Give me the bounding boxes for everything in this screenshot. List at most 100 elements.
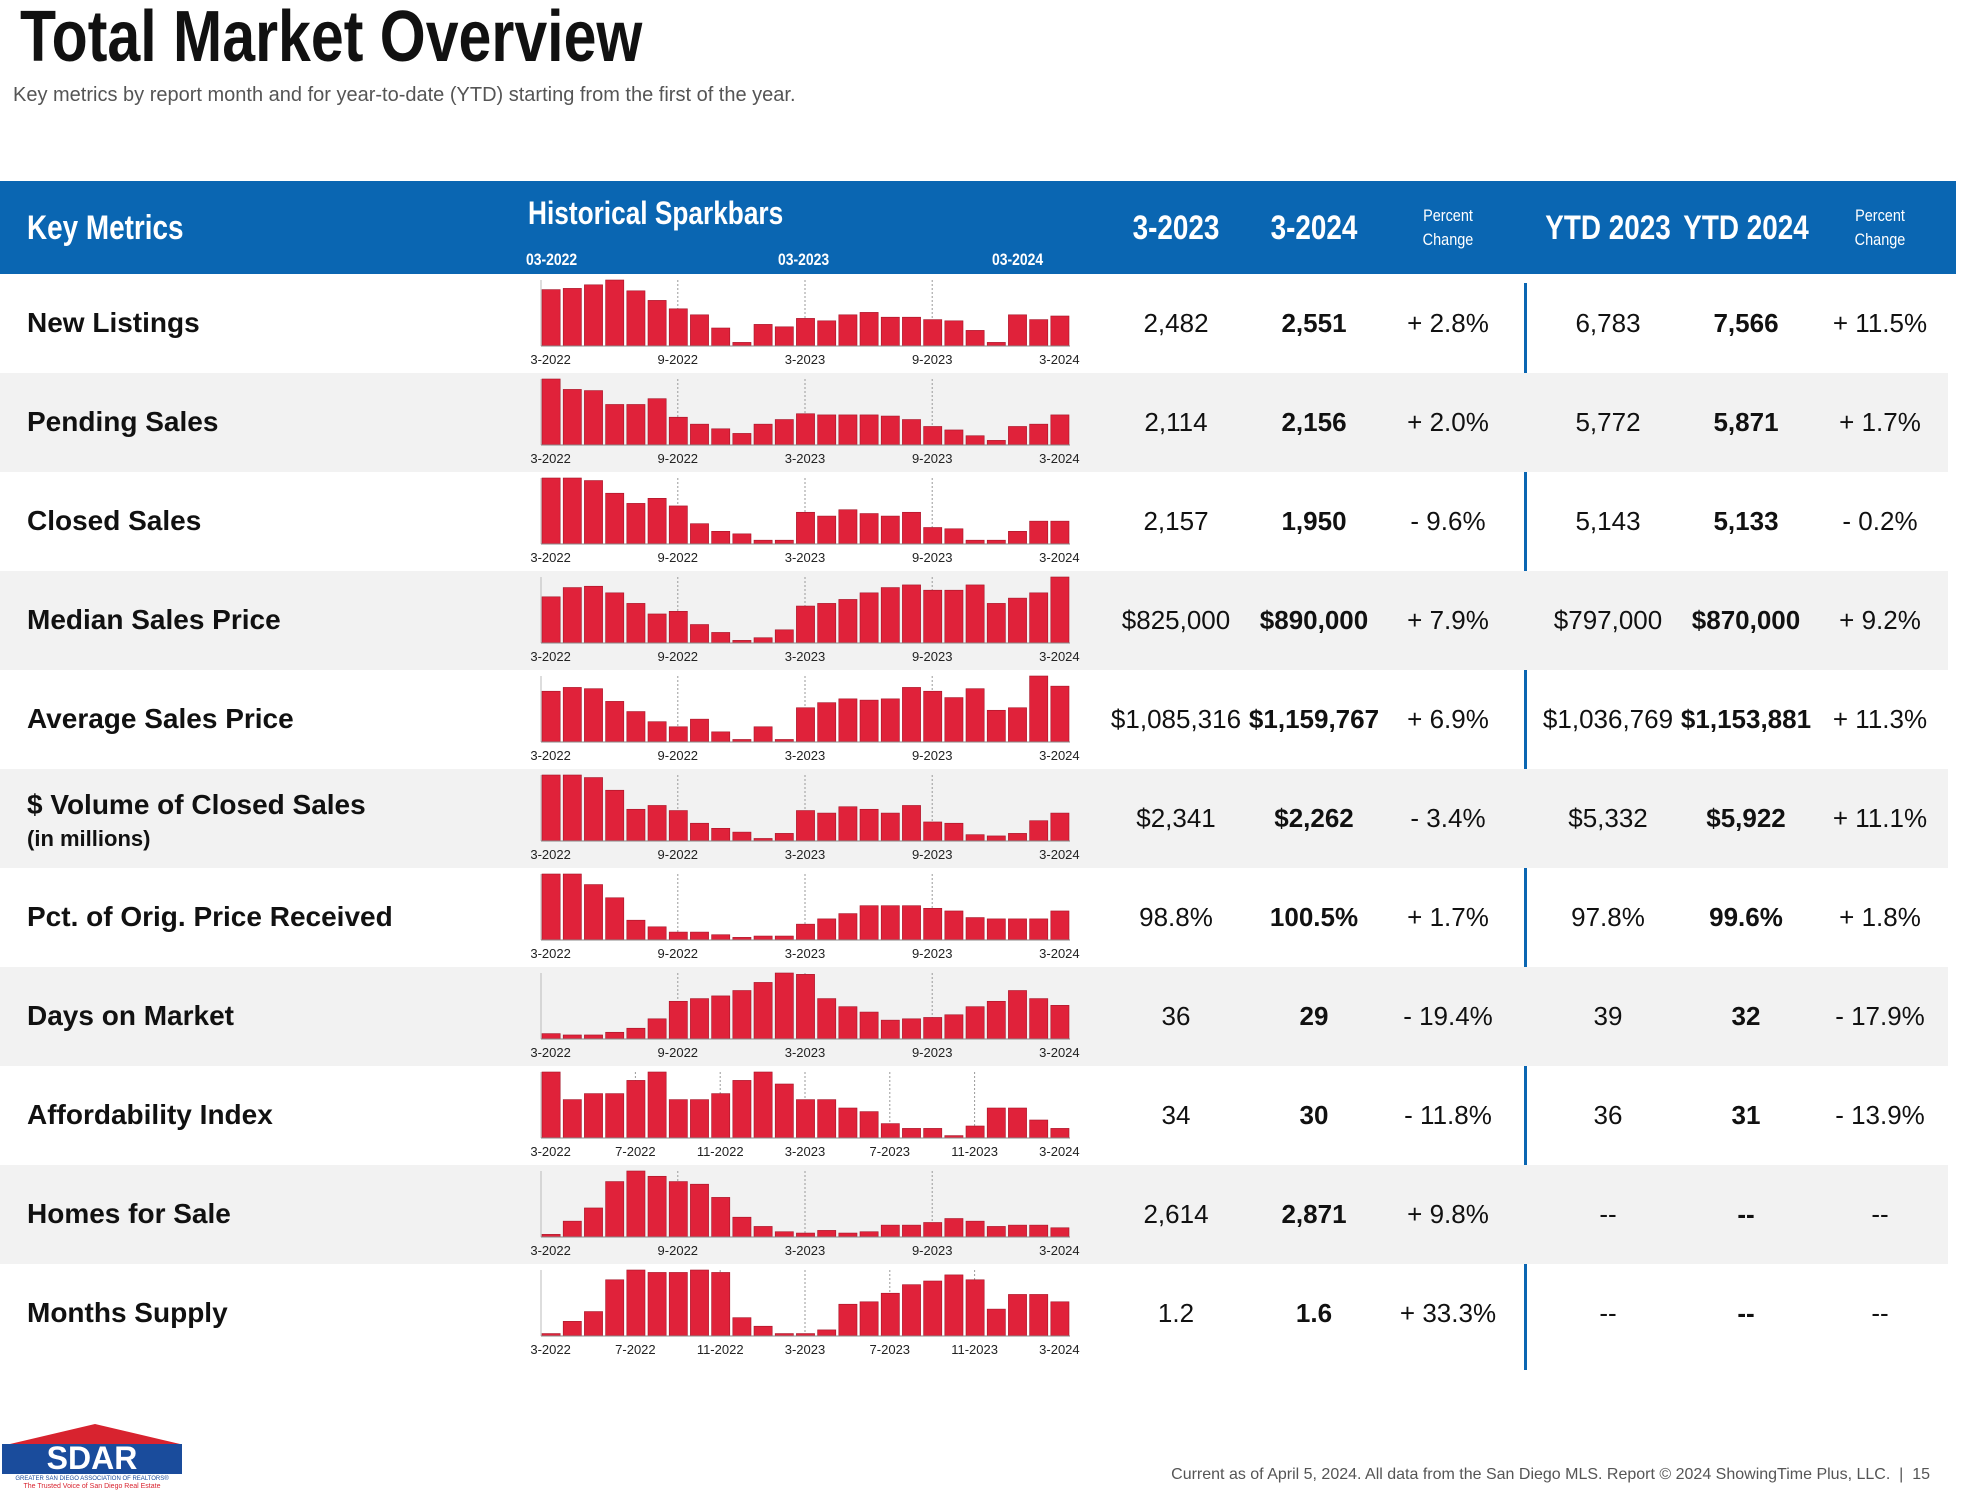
cell: + 1.8% bbox=[1839, 902, 1921, 932]
spark-bar bbox=[944, 822, 964, 842]
spark-bar bbox=[668, 611, 688, 644]
spark-bar bbox=[774, 629, 794, 644]
spark-bar bbox=[923, 908, 943, 941]
cell: - 3.4% bbox=[1410, 803, 1486, 833]
spark-bar bbox=[711, 327, 731, 347]
spark-bar bbox=[753, 637, 773, 644]
spark-bar bbox=[1050, 414, 1070, 446]
spark-bar bbox=[1029, 319, 1049, 347]
spark-bar bbox=[774, 326, 794, 347]
sparkbar: 3-2022 9-2022 3-2023 9-2023 3-2024 bbox=[530, 972, 1080, 1060]
spark-bar bbox=[668, 1099, 688, 1139]
spark-bar bbox=[774, 419, 794, 446]
spark-bar bbox=[647, 1175, 667, 1238]
spark-tick-label: 9-2023 bbox=[912, 847, 952, 862]
spark-bar bbox=[965, 1220, 985, 1238]
spark-bar bbox=[605, 1279, 625, 1337]
spark-bar bbox=[902, 511, 921, 545]
spark-bar bbox=[562, 1034, 582, 1040]
spark-bar bbox=[541, 690, 561, 743]
spark-bar bbox=[1008, 833, 1027, 842]
spark-tick-label: 3-2024 bbox=[1039, 1243, 1079, 1258]
spark-bar bbox=[1029, 520, 1049, 545]
sparkbar: 3-2022 7-2022 11-2022 3-2023 7-2023 11-2023 3-… bbox=[530, 1269, 1080, 1357]
spark-bar bbox=[668, 810, 688, 842]
spark-bar bbox=[605, 789, 625, 842]
spark-tick-label: 9-2022 bbox=[658, 550, 698, 565]
spark-tick-label: 9-2023 bbox=[912, 352, 952, 367]
spark-bar bbox=[584, 1034, 603, 1040]
cell: 5,871 bbox=[1713, 407, 1779, 437]
spark-bar bbox=[965, 688, 985, 743]
spark-bar bbox=[753, 982, 773, 1040]
spark-bar bbox=[923, 690, 943, 743]
cell: + 9.2% bbox=[1839, 605, 1921, 635]
spark-bar bbox=[796, 974, 815, 1040]
row-band bbox=[0, 373, 1948, 472]
sparkbar: 3-2022 7-2022 11-2022 3-2023 7-2023 11-2023 3-… bbox=[530, 1071, 1080, 1159]
spark-tick-label: 7-2022 bbox=[615, 1342, 655, 1357]
spark-bar bbox=[902, 1224, 921, 1238]
spark-tick-label: 3-2024 bbox=[1039, 550, 1079, 565]
spark-bar bbox=[817, 702, 837, 743]
spark-tick-label: 9-2023 bbox=[912, 550, 952, 565]
spark-bar bbox=[1050, 576, 1070, 644]
cell: + 1.7% bbox=[1407, 902, 1489, 932]
spark-bar bbox=[562, 774, 582, 842]
spark-tick-label: 9-2022 bbox=[658, 1045, 698, 1060]
spark-bar bbox=[859, 1301, 879, 1337]
spark-bar bbox=[690, 314, 709, 347]
spark-bar bbox=[923, 589, 943, 644]
spark-bar bbox=[838, 913, 858, 941]
spark-bar bbox=[944, 910, 964, 941]
spark-bar bbox=[838, 1303, 858, 1337]
cell: 32 bbox=[1731, 1001, 1761, 1031]
spark-bar bbox=[1008, 597, 1027, 644]
spark-bar bbox=[668, 505, 688, 545]
spark-bar bbox=[1029, 918, 1049, 941]
spark-bar bbox=[668, 308, 688, 347]
spark-bar bbox=[1050, 1227, 1070, 1238]
row-label: Pending Sales bbox=[27, 406, 219, 437]
spark-tick-label: 3-2023 bbox=[785, 946, 825, 961]
spark-bar bbox=[562, 587, 582, 644]
cell: 6,783 bbox=[1575, 308, 1641, 338]
spark-bar bbox=[584, 390, 603, 446]
sparkbar: 3-2022 9-2022 3-2023 9-2023 3-2024 bbox=[530, 378, 1080, 466]
spark-bar bbox=[562, 389, 582, 446]
spark-bar bbox=[902, 687, 921, 743]
spark-bar bbox=[647, 1272, 667, 1337]
spark-tick-label: 7-2023 bbox=[870, 1144, 910, 1159]
spark-bar bbox=[923, 1280, 943, 1337]
spark-bar bbox=[562, 1220, 582, 1238]
spark-bar bbox=[986, 440, 1006, 446]
cell: $1,159,767 bbox=[1248, 704, 1380, 734]
spark-bar bbox=[796, 605, 815, 644]
spark-bar bbox=[986, 1000, 1006, 1040]
spark-bar bbox=[1029, 998, 1049, 1040]
spark-bar bbox=[605, 1093, 625, 1139]
spark-bar bbox=[711, 995, 731, 1040]
spark-bar bbox=[944, 528, 964, 545]
spark-bar bbox=[690, 822, 709, 842]
spark-bar bbox=[965, 1279, 985, 1337]
spark-bar bbox=[859, 699, 879, 743]
spark-bar bbox=[605, 1031, 625, 1040]
spark-bar bbox=[859, 592, 879, 644]
spark-bar bbox=[541, 477, 561, 545]
spark-bar bbox=[817, 1230, 837, 1238]
spark-bar bbox=[1008, 1107, 1027, 1139]
spark-bar bbox=[1029, 1224, 1049, 1238]
spark-bar bbox=[880, 698, 900, 743]
sparkbar: 3-2022 9-2022 3-2023 9-2023 3-2024 bbox=[530, 873, 1080, 961]
spark-bar bbox=[923, 1017, 943, 1040]
spark-bar bbox=[965, 584, 985, 644]
spark-bar bbox=[562, 873, 582, 941]
spark-bar bbox=[796, 318, 815, 347]
spark-bar bbox=[1008, 531, 1027, 545]
spark-bar bbox=[859, 414, 879, 446]
row-label: Pct. of Orig. Price Received bbox=[27, 901, 393, 932]
spark-bar bbox=[923, 1222, 943, 1238]
spark-bar bbox=[986, 539, 1006, 545]
spark-bar bbox=[562, 687, 582, 743]
